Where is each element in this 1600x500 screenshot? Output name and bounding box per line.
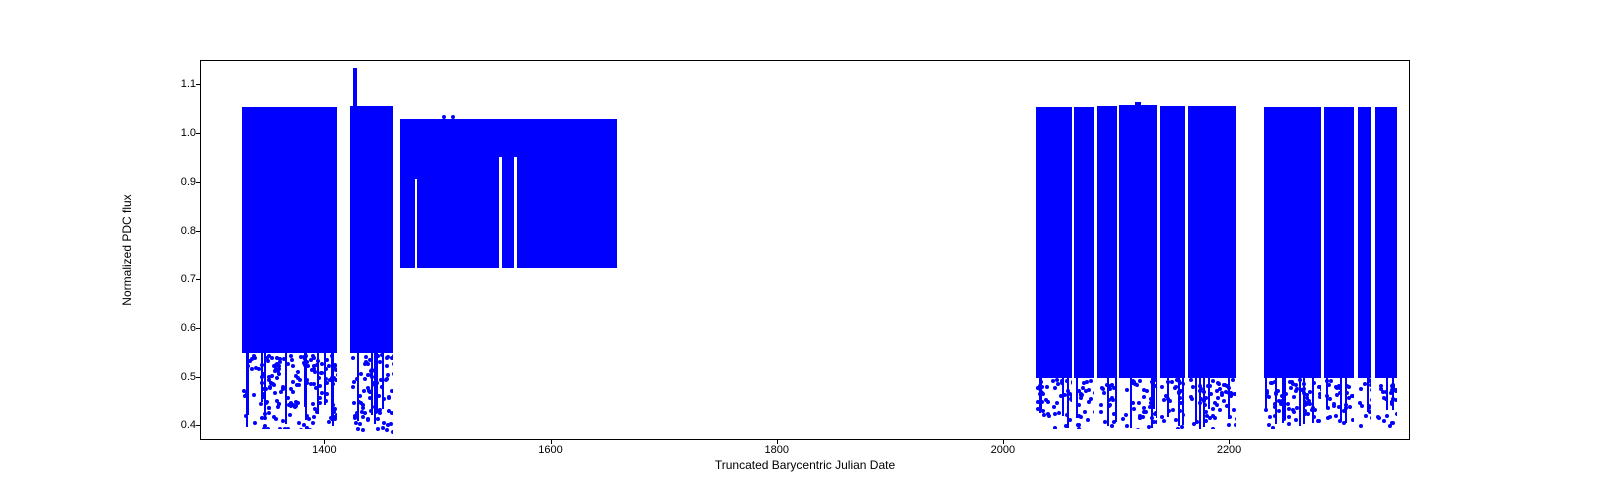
y-tick-mark (196, 425, 200, 426)
data-segment (1264, 107, 1321, 377)
data-speckle (1264, 378, 1321, 429)
chart-plot-area (200, 60, 1410, 440)
x-tick-mark (551, 440, 552, 444)
scatter-plot (201, 61, 1409, 439)
x-tick-label: 2000 (991, 444, 1015, 456)
data-speckle (1074, 378, 1094, 429)
data-segment (1074, 107, 1094, 377)
data-peak (1135, 102, 1141, 107)
y-tick-label: 0.6 (181, 322, 196, 334)
data-gap (415, 179, 417, 268)
data-speckle (1188, 378, 1235, 429)
data-segment (1160, 106, 1185, 378)
data-speckle (1119, 378, 1156, 429)
x-axis-label: Truncated Barycentric Julian Date (715, 458, 895, 472)
y-tick-label: 0.5 (181, 371, 196, 383)
data-dip (514, 157, 517, 268)
y-tick-label: 0.4 (181, 419, 196, 431)
y-tick-mark (196, 377, 200, 378)
data-speckle (1097, 378, 1117, 429)
data-segment (350, 106, 393, 353)
y-axis-label: Normalized PDC flux (120, 194, 134, 305)
x-tick-label: 1800 (764, 444, 788, 456)
data-speckle (1160, 378, 1185, 429)
x-tick-label: 1400 (312, 444, 336, 456)
data-segment (242, 107, 337, 353)
data-speckle (1358, 378, 1372, 429)
y-tick-mark (196, 182, 200, 183)
data-dip (499, 157, 502, 268)
data-spike (353, 68, 357, 111)
y-tick-label: 1.0 (181, 127, 196, 139)
data-segment (1097, 106, 1117, 378)
data-segment (1188, 106, 1235, 378)
x-tick-label: 1600 (538, 444, 562, 456)
data-speckle (1036, 378, 1072, 429)
data-segment (1119, 105, 1156, 378)
y-tick-label: 1.1 (181, 78, 196, 90)
data-segment (459, 119, 617, 268)
data-speckle (350, 353, 393, 433)
data-segment (1036, 107, 1072, 377)
data-segment (1375, 107, 1398, 377)
y-tick-mark (196, 279, 200, 280)
x-tick-label: 2200 (1217, 444, 1241, 456)
y-tick-label: 0.9 (181, 176, 196, 188)
data-speckle (1324, 378, 1355, 429)
y-tick-label: 0.8 (181, 225, 196, 237)
data-point (451, 115, 455, 119)
y-tick-label: 0.7 (181, 273, 196, 285)
x-tick-mark (777, 440, 778, 444)
y-tick-mark (196, 231, 200, 232)
x-tick-mark (1003, 440, 1004, 444)
data-segment (1358, 107, 1372, 377)
y-tick-mark (196, 133, 200, 134)
data-point (442, 115, 446, 119)
data-segment (1324, 107, 1355, 377)
x-tick-mark (324, 440, 325, 444)
y-tick-mark (196, 328, 200, 329)
y-tick-mark (196, 84, 200, 85)
data-speckle (1375, 378, 1398, 429)
x-tick-mark (1229, 440, 1230, 444)
data-speckle (242, 353, 337, 429)
data-segment (400, 119, 459, 268)
